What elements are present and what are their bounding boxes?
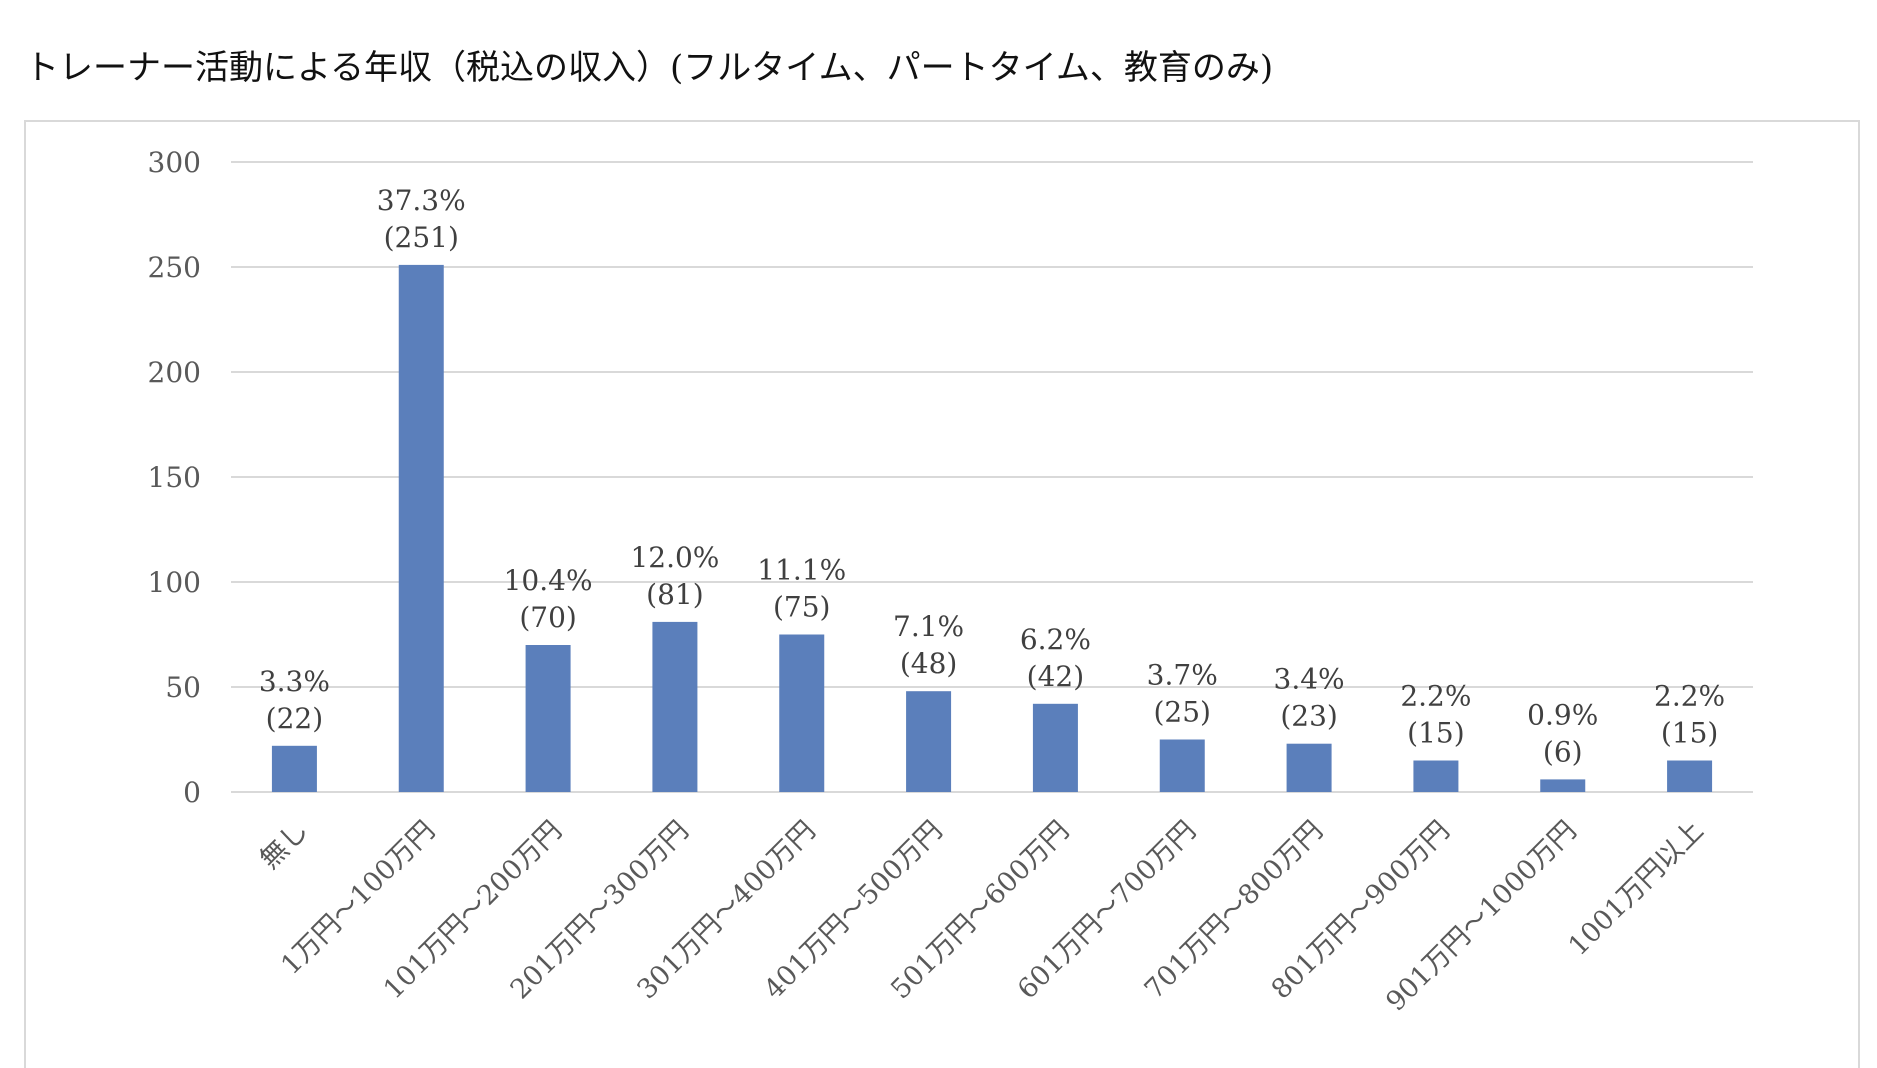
data-label-percent: 0.9% xyxy=(1527,698,1598,731)
data-label-percent: 11.1% xyxy=(757,554,846,587)
data-label-count: (251) xyxy=(384,221,459,254)
data-label-count: (23) xyxy=(1280,700,1337,733)
chart-title: トレーナー活動による年収（税込の収入）(フルタイム、パートタイム、教育のみ) xyxy=(25,48,1274,88)
bar xyxy=(1413,760,1459,792)
data-label-percent: 37.3% xyxy=(377,184,466,217)
y-tick-label: 300 xyxy=(148,146,201,179)
data-label-percent: 6.2% xyxy=(1020,623,1091,656)
bar xyxy=(1032,703,1078,792)
bar xyxy=(271,745,317,792)
bar xyxy=(779,634,825,792)
data-label-percent: 7.1% xyxy=(893,610,964,643)
data-label-count: (15) xyxy=(1661,717,1718,750)
y-tick-label: 150 xyxy=(148,461,201,494)
y-tick-label: 200 xyxy=(148,356,201,389)
y-tick-label: 250 xyxy=(148,251,201,284)
data-label-count: (81) xyxy=(646,578,703,611)
bar xyxy=(1667,760,1713,792)
bar xyxy=(1540,779,1586,792)
bar xyxy=(652,621,698,792)
data-label-percent: 3.4% xyxy=(1274,663,1345,696)
data-label-count: (70) xyxy=(519,601,576,634)
bar xyxy=(398,264,444,792)
data-label-percent: 10.4% xyxy=(504,564,593,597)
data-label-percent: 3.7% xyxy=(1147,659,1218,692)
bar xyxy=(525,645,571,792)
bar xyxy=(1159,739,1205,792)
data-label-count: (25) xyxy=(1154,696,1211,729)
chart-area xyxy=(24,120,1860,1068)
data-label-count: (48) xyxy=(900,647,957,680)
data-label-percent: 3.3% xyxy=(259,665,330,698)
x-tick-label: 1001万円以上 xyxy=(1563,815,1710,962)
bar xyxy=(906,691,952,792)
y-tick-label: 0 xyxy=(183,776,201,809)
data-label-count: (15) xyxy=(1407,717,1464,750)
data-label-percent: 2.2% xyxy=(1654,680,1725,713)
data-label-percent: 2.2% xyxy=(1400,680,1471,713)
y-tick-label: 100 xyxy=(148,566,201,599)
bar xyxy=(1286,743,1332,792)
data-label-count: (42) xyxy=(1027,660,1084,693)
data-label-count: (6) xyxy=(1543,735,1583,768)
y-tick-label: 50 xyxy=(165,671,201,704)
data-label-count: (22) xyxy=(266,702,323,735)
data-label-count: (75) xyxy=(773,591,830,624)
data-label-percent: 12.0% xyxy=(630,541,719,574)
x-tick-label: 無し xyxy=(254,815,314,875)
